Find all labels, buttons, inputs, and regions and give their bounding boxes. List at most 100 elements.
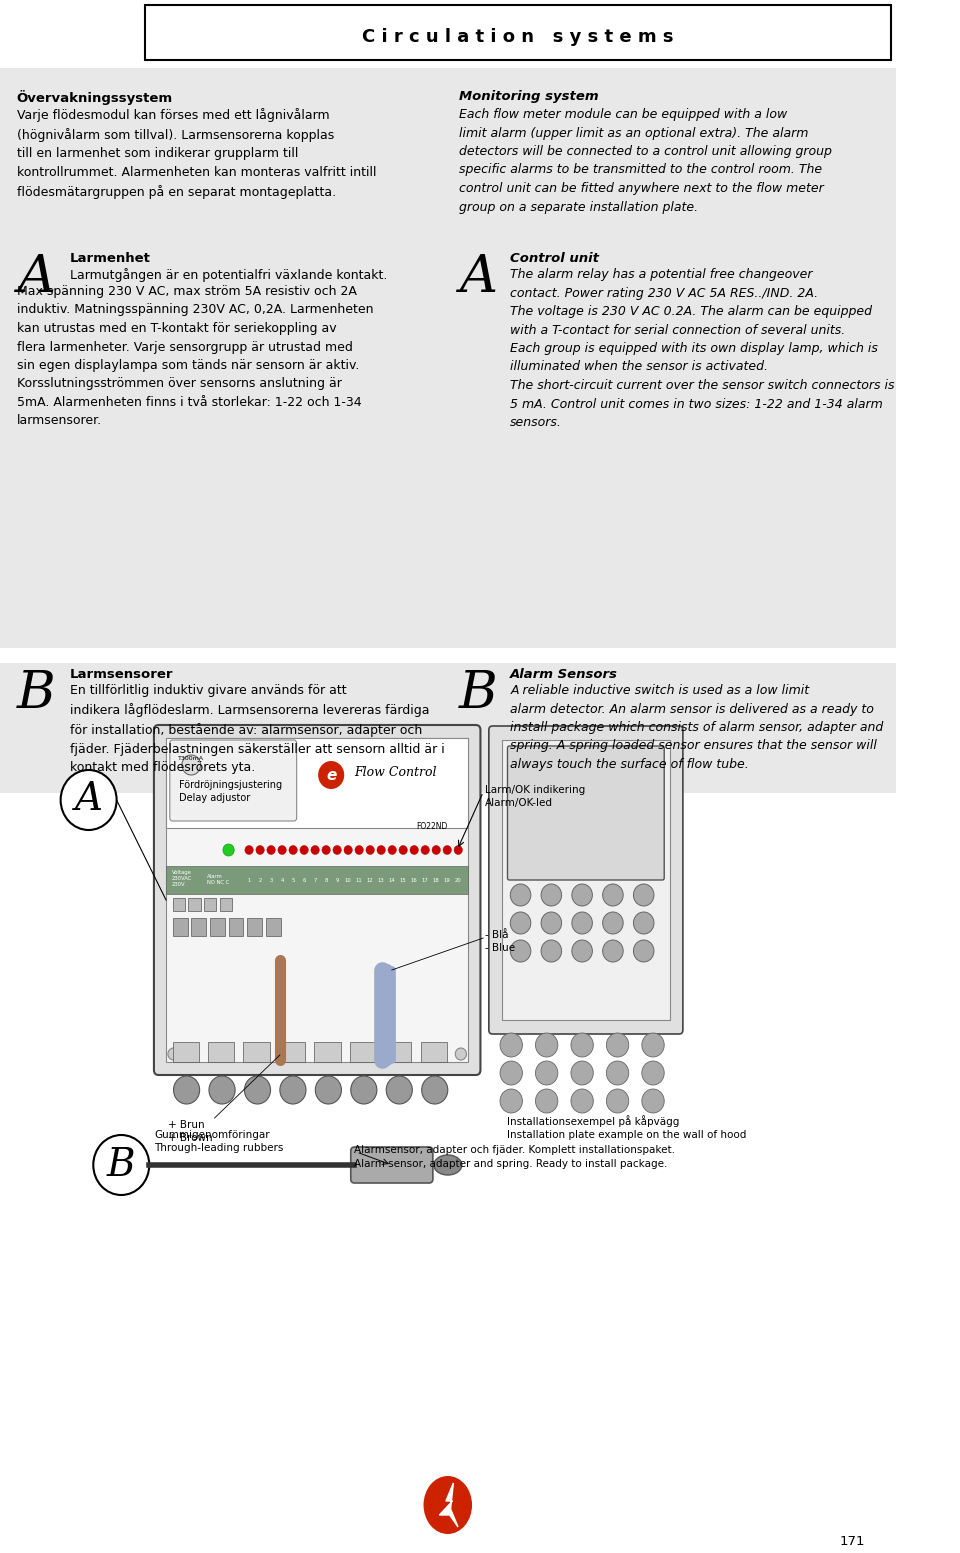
Circle shape xyxy=(536,1089,558,1114)
Circle shape xyxy=(634,940,654,961)
Circle shape xyxy=(315,1076,342,1104)
Text: e: e xyxy=(326,767,336,783)
Text: C i r c u l a t i o n   s y s t e m s: C i r c u l a t i o n s y s t e m s xyxy=(362,28,674,47)
Circle shape xyxy=(572,884,592,905)
Circle shape xyxy=(642,1061,664,1086)
Circle shape xyxy=(634,912,654,933)
Text: 3: 3 xyxy=(270,877,273,882)
Circle shape xyxy=(607,1089,629,1114)
Circle shape xyxy=(344,845,352,854)
Text: The alarm relay has a potential free changeover
contact. Power rating 230 V AC 5: The alarm relay has a potential free cha… xyxy=(511,269,895,429)
Circle shape xyxy=(541,912,562,933)
Text: Alarm Sensors: Alarm Sensors xyxy=(511,668,618,682)
Text: Voltage
230VAC
230V: Voltage 230VAC 230V xyxy=(172,870,192,887)
Text: 2: 2 xyxy=(258,877,262,882)
Circle shape xyxy=(289,845,298,854)
Circle shape xyxy=(541,884,562,905)
Circle shape xyxy=(322,845,330,854)
Circle shape xyxy=(642,1089,664,1114)
Circle shape xyxy=(603,884,623,905)
Circle shape xyxy=(603,940,623,961)
Text: 15: 15 xyxy=(399,877,407,882)
Text: B: B xyxy=(107,1146,135,1183)
Text: Larmutgången är en potentialfri växlande kontakt.: Larmutgången är en potentialfri växlande… xyxy=(70,269,387,283)
Text: 14: 14 xyxy=(389,877,396,882)
Text: Installationsexempel på kåpvägg
Installation plate example on the wall of hood: Installationsexempel på kåpvägg Installa… xyxy=(507,1115,746,1140)
Bar xyxy=(208,1042,234,1062)
Circle shape xyxy=(318,761,345,789)
Circle shape xyxy=(443,845,451,854)
Circle shape xyxy=(277,845,286,854)
Circle shape xyxy=(168,739,180,752)
Circle shape xyxy=(421,845,429,854)
Bar xyxy=(210,918,225,936)
Circle shape xyxy=(60,770,116,829)
Circle shape xyxy=(607,1061,629,1086)
Circle shape xyxy=(455,1048,467,1061)
Circle shape xyxy=(634,884,654,905)
Text: 4: 4 xyxy=(280,877,284,882)
Circle shape xyxy=(541,940,562,961)
Bar xyxy=(314,1042,341,1062)
Bar xyxy=(173,1042,199,1062)
Circle shape xyxy=(168,1048,180,1061)
Text: 171: 171 xyxy=(840,1534,865,1548)
Circle shape xyxy=(300,845,308,854)
Text: Alarm
NO NC C: Alarm NO NC C xyxy=(207,874,229,885)
Circle shape xyxy=(572,912,592,933)
Text: FO22ND: FO22ND xyxy=(417,822,447,831)
Text: 11: 11 xyxy=(356,877,363,882)
Text: 6: 6 xyxy=(302,877,306,882)
Text: 8: 8 xyxy=(324,877,327,882)
Text: 9: 9 xyxy=(335,877,339,882)
Text: 13: 13 xyxy=(378,877,385,882)
Circle shape xyxy=(209,1076,235,1104)
FancyBboxPatch shape xyxy=(489,725,683,1034)
Text: - Blå
- Blue: - Blå - Blue xyxy=(485,930,516,954)
Bar xyxy=(166,738,468,828)
Circle shape xyxy=(455,739,467,752)
Circle shape xyxy=(388,845,396,854)
Circle shape xyxy=(174,1076,200,1104)
Bar xyxy=(244,1042,270,1062)
Circle shape xyxy=(603,912,623,933)
Circle shape xyxy=(366,845,374,854)
Text: B: B xyxy=(459,668,497,719)
Bar xyxy=(204,898,216,912)
Bar xyxy=(0,68,896,648)
Circle shape xyxy=(355,845,364,854)
Circle shape xyxy=(500,1089,522,1114)
Circle shape xyxy=(386,1076,413,1104)
Circle shape xyxy=(511,912,531,933)
FancyBboxPatch shape xyxy=(508,745,664,881)
Bar xyxy=(349,1042,376,1062)
Text: 5: 5 xyxy=(292,877,295,882)
Ellipse shape xyxy=(434,1155,462,1176)
Circle shape xyxy=(256,845,264,854)
Text: Control unit: Control unit xyxy=(511,252,599,266)
Circle shape xyxy=(500,1061,522,1086)
Text: Gummigenomföringar
Through-leading rubbers: Gummigenomföringar Through-leading rubbe… xyxy=(154,1131,283,1154)
Circle shape xyxy=(245,845,253,854)
Text: 16: 16 xyxy=(411,877,418,882)
Text: Övervakningssystem: Övervakningssystem xyxy=(16,90,173,106)
Text: A reliable inductive switch is used as a low limit
alarm detector. An alarm sens: A reliable inductive switch is used as a… xyxy=(511,683,883,770)
Text: Larmenhet: Larmenhet xyxy=(70,252,151,266)
Circle shape xyxy=(607,1033,629,1058)
Text: A: A xyxy=(459,252,497,303)
Text: A: A xyxy=(16,252,55,303)
Circle shape xyxy=(399,845,407,854)
Text: 17: 17 xyxy=(421,877,428,882)
Circle shape xyxy=(454,845,463,854)
Circle shape xyxy=(571,1089,593,1114)
Text: T300mA: T300mA xyxy=(179,755,204,761)
Circle shape xyxy=(280,1076,306,1104)
Circle shape xyxy=(223,843,234,856)
Circle shape xyxy=(181,755,201,775)
Text: A: A xyxy=(75,781,103,818)
Ellipse shape xyxy=(423,1475,472,1534)
Circle shape xyxy=(377,845,385,854)
Circle shape xyxy=(245,1076,271,1104)
Text: 1: 1 xyxy=(248,877,251,882)
Circle shape xyxy=(536,1061,558,1086)
